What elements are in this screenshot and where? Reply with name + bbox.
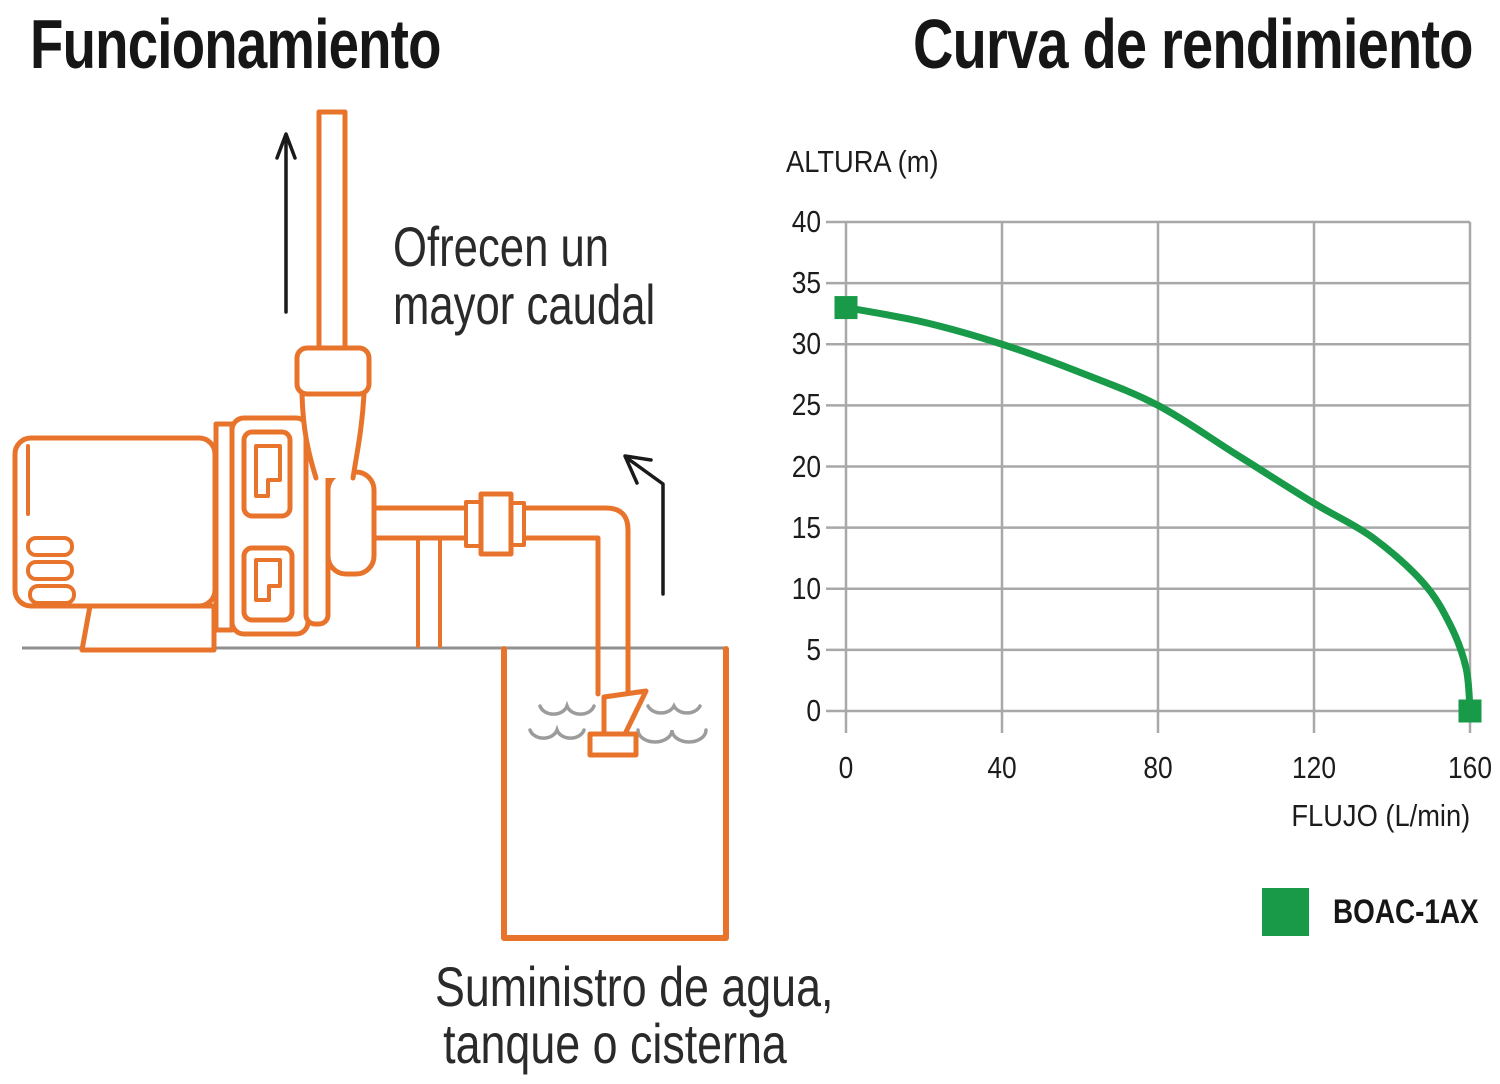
y-tick-label: 0 — [806, 693, 821, 728]
y-tick-label: 5 — [806, 631, 821, 667]
legend: BOAC-1AX — [1262, 888, 1500, 936]
y-axis-title: ALTURA (m) — [786, 144, 939, 179]
water-waves-icon — [528, 700, 708, 744]
x-tick-label: 160 — [1448, 750, 1492, 785]
y-tick-label: 15 — [791, 509, 821, 545]
intake-arrow-icon — [623, 454, 665, 596]
x-tick-label: 40 — [987, 750, 1017, 785]
performance-chart: ALTURA (m) FLUJO (L/min) 0 5 10 15 20 25 30 35 4… — [760, 130, 1500, 890]
up-arrow-icon — [275, 132, 297, 314]
x-tick-label: 0 — [838, 750, 854, 785]
data-point-marker — [834, 296, 858, 320]
discharge-pipe — [294, 109, 372, 481]
x-tick-label: 120 — [1292, 750, 1336, 785]
chart-title: Curva de rendimiento — [913, 5, 1473, 83]
y-tick-label: 35 — [791, 265, 821, 301]
flow-annotation: Ofrecen un mayor caudal — [393, 218, 655, 334]
tank-caption: Suministro de agua, tanque o cisterna — [435, 958, 833, 1075]
x-axis-title: FLUJO (L/min) — [1291, 798, 1470, 833]
plot-area — [826, 220, 1482, 733]
tank-caption-line2: tanque o cisterna — [443, 1012, 787, 1075]
pipe-support — [416, 536, 442, 648]
y-tick-label: 20 — [791, 448, 821, 484]
water-tank — [501, 646, 729, 941]
data-point-marker — [1458, 699, 1482, 723]
y-tick-label: 30 — [791, 326, 821, 362]
y-tick-label: 25 — [791, 387, 821, 423]
performance-curve — [842, 304, 1474, 715]
x-tick-label: 80 — [1143, 750, 1173, 785]
left-panel-title: Funcionamiento — [30, 5, 441, 83]
pipe-union — [464, 491, 526, 557]
legend-swatch-icon — [1262, 888, 1309, 936]
y-tick-label: 10 — [791, 570, 821, 606]
pump-body — [12, 415, 377, 653]
pump-diagram — [12, 109, 729, 941]
flow-annotation-line1: Ofrecen un — [393, 215, 610, 278]
foot-valve-icon — [587, 688, 649, 758]
suction-pipe — [371, 505, 631, 697]
legend-label: BOAC-1AX — [1333, 892, 1479, 931]
tank-caption-line1: Suministro de agua, — [435, 955, 834, 1018]
flow-annotation-line2: mayor caudal — [393, 273, 656, 336]
y-tick-label: 40 — [791, 204, 821, 239]
